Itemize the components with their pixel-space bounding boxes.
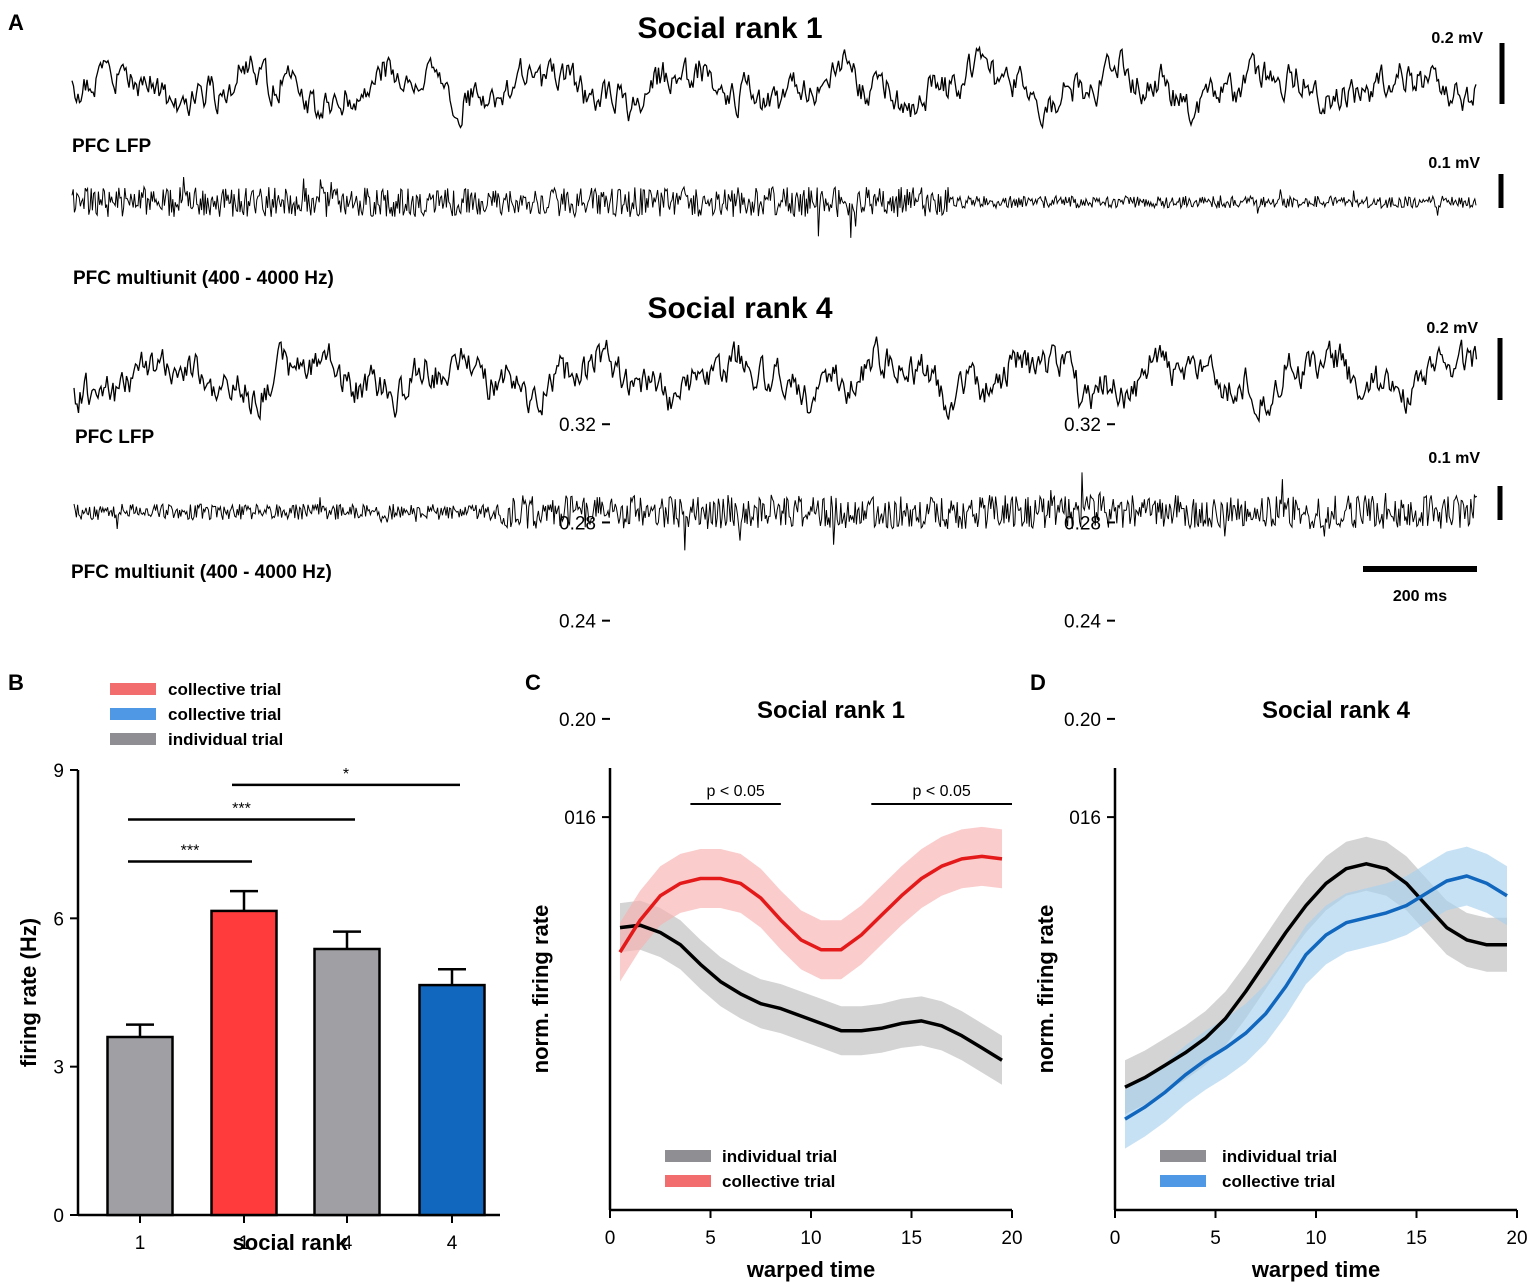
lfp-waveform bbox=[71, 45, 1477, 130]
panel-label-c: C bbox=[525, 670, 541, 695]
y-tick-label: 016 bbox=[564, 808, 596, 829]
x-tick-label: 15 bbox=[901, 1228, 922, 1249]
line-chart-rank4: Social rank 4 016 0.20 0.24 0.28 0.32 0 5 10 15 20… bbox=[1033, 415, 1528, 1282]
bar bbox=[210, 909, 278, 1217]
chart-title: Social rank 1 bbox=[757, 697, 905, 724]
x-tick-label: 5 bbox=[705, 1228, 716, 1249]
chart-title: Social rank 4 bbox=[1262, 697, 1411, 724]
time-scale-label: 200 ms bbox=[1393, 588, 1447, 605]
legend-swatch bbox=[110, 708, 156, 720]
multiunit-waveform bbox=[73, 472, 1478, 551]
rank4-trace-title: Social rank 4 bbox=[647, 292, 832, 325]
panel-label-b: B bbox=[8, 670, 24, 695]
rank4-lfp-label: PFC LFP bbox=[75, 427, 154, 448]
legend-swatch bbox=[110, 733, 156, 745]
line-chart-rank1: Social rank 1 016 0.20 0.24 0.28 0.32 0 5 10 15 20… bbox=[528, 415, 1023, 1282]
multiunit-waveform bbox=[71, 176, 1477, 238]
y-tick-label: 0.32 bbox=[1064, 415, 1101, 436]
rank1-lfp-label: PFC LFP bbox=[72, 136, 151, 157]
y-tick-label: 0.20 bbox=[559, 710, 596, 731]
x-tick-label: 0 bbox=[1110, 1228, 1121, 1249]
y-tick-label: 0.24 bbox=[559, 612, 596, 633]
rank4-multiunit-scale-label: 0.1 mV bbox=[1428, 450, 1480, 467]
rank4-lfp-scale-label: 0.2 mV bbox=[1426, 320, 1478, 337]
significance-label: * bbox=[343, 766, 349, 783]
x-tick-label: 1 bbox=[239, 1233, 250, 1254]
y-tick-label: 9 bbox=[53, 761, 64, 782]
x-axis-label: social rank bbox=[233, 1230, 349, 1255]
rank4-multiunit-label: PFC multiunit (400 - 4000 Hz) bbox=[71, 562, 332, 583]
bar bbox=[418, 983, 486, 1217]
rank1-lfp-trace bbox=[71, 45, 1477, 130]
rank1-lfp-scale-label: 0.2 mV bbox=[1431, 30, 1483, 47]
x-tick-label: 10 bbox=[1305, 1228, 1326, 1249]
bar-chart-legend: collective trial collective trial individu… bbox=[110, 680, 283, 749]
error-band bbox=[1125, 846, 1507, 1149]
legend-label: collective trial bbox=[168, 705, 281, 724]
y-tick-label: 0.20 bbox=[1064, 710, 1101, 731]
legend-swatch bbox=[1160, 1150, 1206, 1162]
legend-label: collective trial bbox=[1222, 1172, 1335, 1191]
x-tick-label: 1 bbox=[135, 1233, 146, 1254]
x-tick-label: 4 bbox=[447, 1233, 458, 1254]
legend-label: individual trial bbox=[722, 1147, 837, 1166]
error-band bbox=[620, 900, 1002, 1085]
x-tick-label: 10 bbox=[800, 1228, 821, 1249]
rank4-lfp-trace bbox=[73, 336, 1478, 424]
rank4-multiunit-trace bbox=[73, 472, 1478, 551]
rank1-multiunit-label: PFC multiunit (400 - 4000 Hz) bbox=[73, 268, 334, 289]
y-axis-label: norm. firing rate bbox=[1033, 905, 1058, 1074]
bar bbox=[106, 1035, 174, 1217]
x-axis-label: warped time bbox=[1251, 1257, 1380, 1282]
legend-label: collective trial bbox=[722, 1172, 835, 1191]
legend-swatch bbox=[1160, 1175, 1206, 1187]
error-band bbox=[620, 826, 1002, 982]
panel-label-a: A bbox=[8, 10, 24, 35]
y-tick-label: 0.24 bbox=[1064, 612, 1101, 633]
x-tick-label: 20 bbox=[1506, 1228, 1527, 1249]
x-tick-label: 0 bbox=[605, 1228, 616, 1249]
bar bbox=[313, 947, 381, 1217]
y-axis-label: norm. firing rate bbox=[528, 905, 553, 1074]
y-tick-label: 016 bbox=[1069, 808, 1101, 829]
series-line bbox=[618, 854, 1003, 954]
significance-label: *** bbox=[232, 800, 251, 817]
legend-label: individual trial bbox=[1222, 1147, 1337, 1166]
y-tick-label: 0 bbox=[53, 1206, 64, 1227]
y-tick-label: 0.32 bbox=[559, 415, 596, 436]
x-tick-label: 4 bbox=[342, 1233, 353, 1254]
x-tick-label: 20 bbox=[1001, 1228, 1022, 1249]
legend-label: individual trial bbox=[168, 730, 283, 749]
y-axis-label: firing rate (Hz) bbox=[16, 918, 41, 1067]
legend-swatch bbox=[110, 683, 156, 695]
y-tick-label: 0.28 bbox=[559, 513, 596, 534]
series-line bbox=[1124, 862, 1507, 1089]
series-line bbox=[619, 923, 1003, 1062]
y-tick-label: 0.28 bbox=[1064, 513, 1101, 534]
panel-label-d: D bbox=[1030, 670, 1046, 695]
series-line bbox=[1124, 874, 1508, 1121]
rank1-multiunit-scale-label: 0.1 mV bbox=[1428, 155, 1480, 172]
y-tick-label: 6 bbox=[53, 909, 64, 930]
significance-label: p < 0.05 bbox=[706, 783, 764, 800]
rank1-multiunit-trace bbox=[71, 176, 1477, 238]
significance-label: *** bbox=[181, 842, 200, 859]
y-tick-label: 3 bbox=[53, 1058, 64, 1079]
x-axis-label: warped time bbox=[746, 1257, 875, 1282]
significance-label: p < 0.05 bbox=[913, 783, 971, 800]
lfp-waveform bbox=[73, 336, 1478, 424]
x-tick-label: 5 bbox=[1210, 1228, 1221, 1249]
legend-swatch bbox=[665, 1150, 711, 1162]
x-tick-label: 15 bbox=[1406, 1228, 1427, 1249]
legend-label: collective trial bbox=[168, 680, 281, 699]
legend-swatch bbox=[665, 1175, 711, 1187]
rank1-trace-title: Social rank 1 bbox=[637, 12, 822, 45]
